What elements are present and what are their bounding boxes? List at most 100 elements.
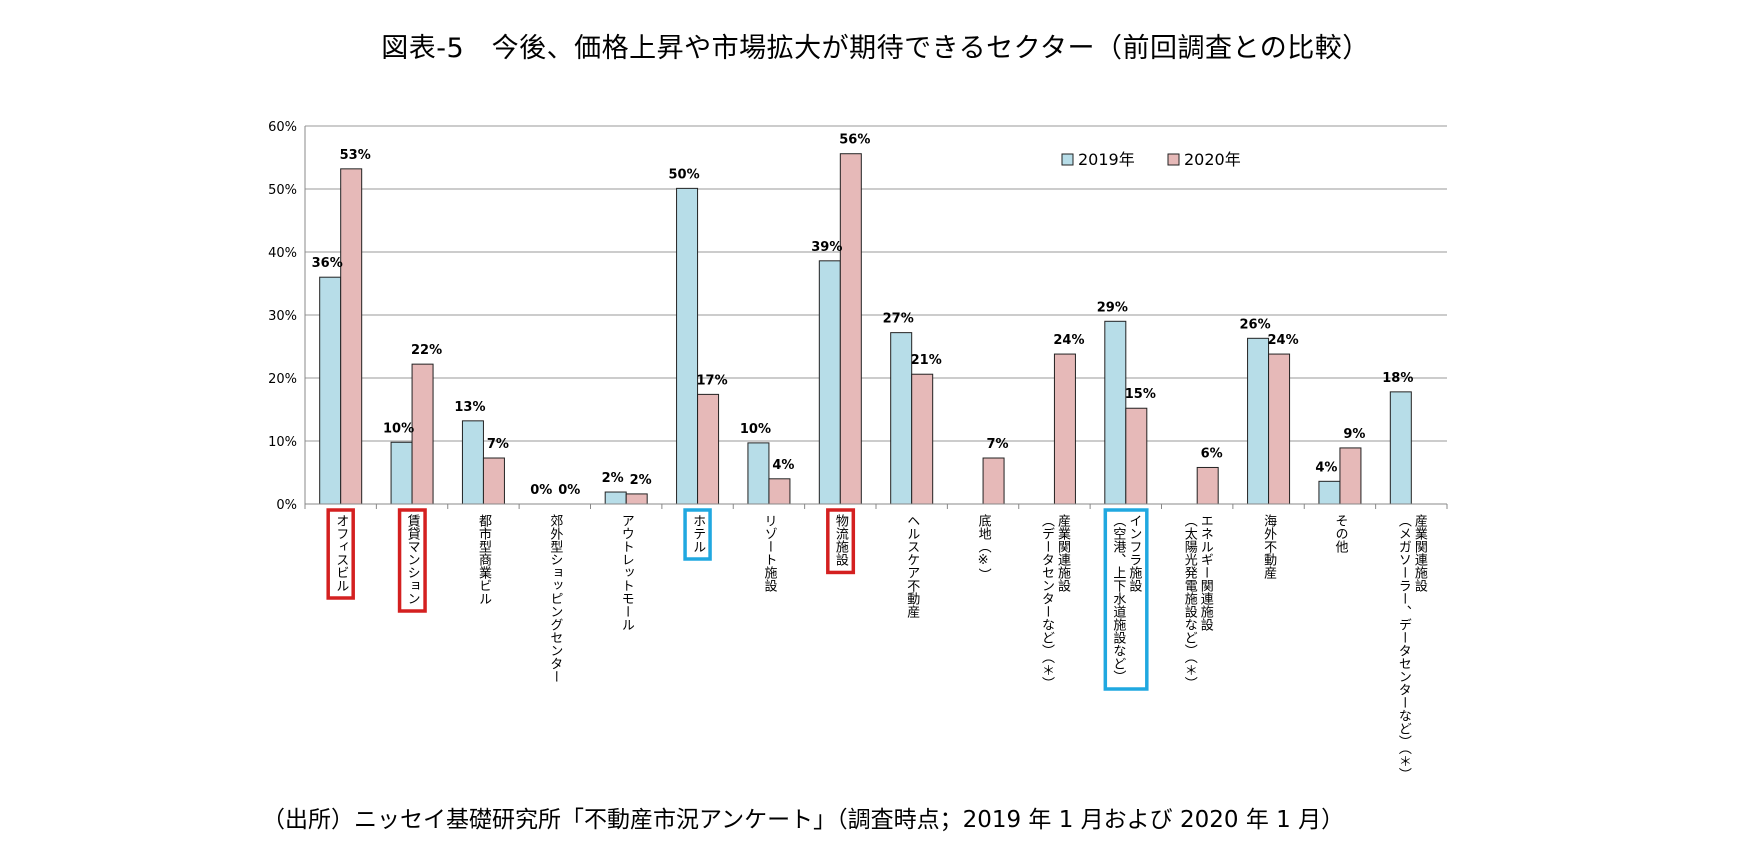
category-label: アウトレットモール: [619, 514, 634, 631]
category-label-line: その他: [1332, 514, 1348, 554]
data-label: 13%: [454, 400, 485, 415]
category-label: ヘルスケア不動産: [904, 514, 920, 619]
data-label: 10%: [383, 421, 414, 436]
legend-swatch: [1061, 153, 1074, 166]
category-highlight-box: [683, 508, 712, 561]
legend-label: 2020年: [1184, 150, 1241, 169]
category-label-line: 物流施設: [833, 514, 849, 566]
category-label: 郊外型ショッピングセンター: [547, 513, 563, 683]
bar-2020: [1053, 353, 1076, 505]
category-label-line: リゾート施設: [761, 514, 777, 592]
y-tick-label: 50%: [268, 183, 297, 198]
category-label-line: 郊外型ショッピングセンター: [547, 513, 563, 683]
category-label: 海外不動産: [1261, 514, 1277, 580]
data-label: 36%: [312, 256, 343, 271]
y-tick-label: 60%: [268, 120, 297, 135]
category-label: リゾート施設: [761, 514, 777, 592]
category-label-line: アウトレットモール: [619, 514, 634, 631]
data-label: 2%: [630, 473, 652, 488]
data-label: 27%: [883, 312, 914, 327]
legend-swatch: [1167, 153, 1180, 166]
data-label: 26%: [1240, 317, 1271, 332]
bar-2019: [319, 276, 342, 505]
legend-label: 2019年: [1078, 150, 1135, 169]
bar-2020: [625, 493, 648, 505]
category-label-line: ヘルスケア不動産: [904, 514, 920, 619]
data-label: 17%: [697, 373, 728, 388]
data-label: 9%: [1343, 427, 1365, 442]
data-label: 53%: [340, 148, 371, 163]
data-label: 2%: [602, 471, 624, 486]
category-label: オフィスビル: [333, 514, 348, 592]
axes: 0% 10% 20% 30% 40% 50% 60%: [268, 120, 1448, 513]
category-label: エネルギー関連施設（太陽光発電施設など）（＊）: [1182, 514, 1214, 690]
category-label: 底地（※）: [976, 513, 992, 581]
category-label-line: （空港、上下水道施設など）: [1110, 514, 1126, 683]
bar-2020: [340, 168, 363, 505]
y-tick-label: 0%: [276, 498, 297, 513]
data-label: 24%: [1053, 333, 1084, 348]
data-label: 39%: [811, 240, 842, 255]
bar-2019: [604, 491, 627, 505]
bar-2020: [839, 153, 862, 505]
bar-2020: [482, 457, 505, 505]
data-label: 4%: [772, 458, 794, 473]
data-label: 29%: [1097, 300, 1128, 315]
bar-2019: [676, 187, 699, 505]
category-label-line: インフラ施設: [1126, 514, 1142, 592]
category-highlight-box: [826, 508, 856, 575]
y-tick-label: 20%: [268, 372, 297, 387]
bar-2019: [1104, 320, 1127, 505]
bar-2019: [818, 260, 841, 505]
category-label-line: オフィスビル: [333, 514, 348, 592]
category-label: その他: [1332, 514, 1348, 554]
data-label: 50%: [669, 167, 700, 182]
category-label-line: ホテル: [690, 514, 705, 553]
y-tick-label: 30%: [268, 309, 297, 324]
category-label: インフラ施設（空港、上下水道施設など）: [1110, 514, 1142, 683]
data-label: 18%: [1382, 371, 1413, 386]
category-label-line: （メガソーラー、データセンターなど）（＊）: [1396, 514, 1412, 781]
category-label-line: （太陽光発電施設など）（＊）: [1182, 514, 1198, 690]
category-label: 賃貸マンション: [405, 514, 421, 605]
bar-2020: [411, 363, 434, 505]
data-label: 4%: [1315, 460, 1337, 475]
category-label-line: 都市型商業ビル: [476, 514, 492, 605]
category-label-line: 賃貸マンション: [405, 514, 421, 605]
bar-2020: [697, 393, 720, 505]
category-highlight-box: [397, 508, 427, 613]
bars: [319, 153, 1412, 505]
source-note: （出所）ニッセイ基礎研究所「不動産市況アンケート」（調査時点；2019 年 1 …: [262, 807, 1345, 833]
bar-2019: [390, 441, 413, 505]
category-label-line: 底地（※）: [976, 513, 992, 581]
data-label: 0%: [530, 483, 552, 498]
data-label: 10%: [740, 422, 771, 437]
category-highlight-box: [1103, 508, 1149, 691]
data-label: 24%: [1268, 333, 1299, 348]
legend: 2019年 2020年: [1061, 150, 1241, 169]
category-labels: オフィスビル 賃貸マンション 都市型商業ビル 郊外型ショッピングセンター アウトレットモ…: [326, 508, 1428, 781]
bar-2020: [768, 478, 791, 505]
category-label-line: 産業関連施設: [1055, 513, 1071, 592]
category-label: 産業関連施設（メガソーラー、データセンターなど）（＊）: [1396, 513, 1428, 780]
data-label: 7%: [987, 437, 1009, 452]
data-label: 15%: [1125, 387, 1156, 402]
y-tick-label: 10%: [268, 435, 297, 450]
bar-2020: [911, 373, 934, 505]
category-label-line: 産業関連施設: [1412, 513, 1428, 592]
bar-2019: [1389, 391, 1412, 505]
data-label: 56%: [839, 133, 870, 148]
bar-2020: [1196, 466, 1219, 505]
data-label: 7%: [487, 437, 509, 452]
category-label: 都市型商業ビル: [476, 514, 492, 605]
data-labels: 36% 10% 13% 0% 2% 50% 10% 39% 27% 29% 26% 4% 18% 53% 2…: [312, 133, 1414, 498]
bar-2020: [982, 457, 1005, 505]
bar-2019: [461, 420, 484, 505]
bar-2019: [1318, 480, 1341, 505]
category-label: 産業関連施設（データセンターなど）（＊）: [1039, 513, 1071, 689]
data-label: 6%: [1201, 446, 1223, 461]
category-highlight-box: [326, 508, 355, 600]
category-label-line: エネルギー関連施設: [1198, 514, 1214, 631]
bar-2019: [890, 332, 913, 505]
